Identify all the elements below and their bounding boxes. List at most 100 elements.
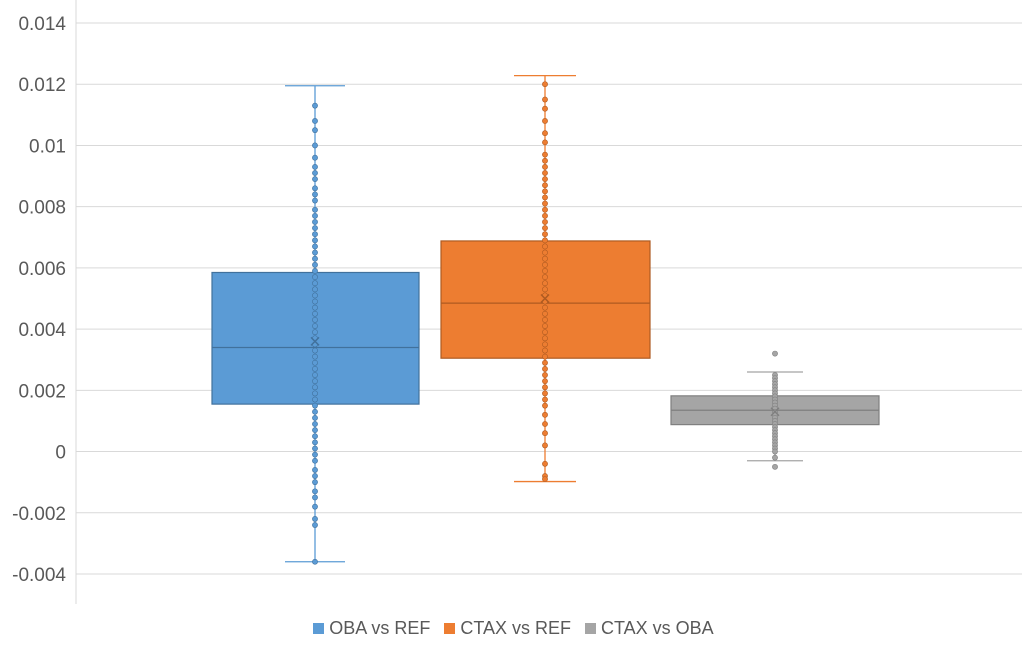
data-point [542, 194, 548, 201]
data-point [312, 261, 318, 268]
y-tick-label: 0.004 [18, 320, 66, 341]
data-point [312, 255, 318, 262]
data-point [312, 451, 318, 458]
legend-swatch-ctax-vs-ref [444, 623, 456, 634]
data-point [312, 170, 318, 176]
data-point [312, 127, 318, 134]
data-point [542, 163, 548, 170]
data-point [542, 176, 548, 183]
data-point [312, 427, 318, 434]
data-point [312, 243, 318, 250]
data-point [772, 454, 778, 461]
data-point [312, 304, 318, 311]
data-point [542, 225, 548, 231]
data-point [312, 329, 318, 336]
data-point [542, 255, 548, 262]
data-point [312, 445, 318, 452]
data-point [542, 304, 548, 311]
data-point [312, 298, 318, 305]
data-point [542, 378, 548, 385]
legend-label-oba-vs-ref: OBA vs REF [329, 618, 431, 638]
data-point [542, 430, 548, 437]
data-point [542, 81, 548, 88]
data-point [312, 522, 318, 528]
data-point [542, 421, 548, 427]
data-point [312, 185, 318, 192]
y-tick-label: 0.006 [18, 259, 66, 280]
data-point [312, 479, 318, 486]
data-point [312, 219, 318, 225]
data-point [312, 488, 318, 495]
y-tick-label: 0.002 [18, 381, 66, 402]
legend-label-ctax-vs-ref: CTAX vs REF [460, 618, 571, 638]
mean-marker [770, 407, 780, 417]
data-point [772, 463, 778, 470]
data-point [312, 473, 318, 479]
data-point [542, 212, 548, 219]
data-point [312, 378, 318, 385]
data-point [312, 212, 318, 219]
data-point [542, 130, 548, 137]
data-point [312, 142, 318, 149]
data-point [542, 366, 548, 372]
data-point [312, 396, 318, 403]
data-point [312, 467, 318, 473]
data-point [542, 402, 548, 409]
y-tick-label: 0.012 [18, 75, 66, 96]
data-point [542, 261, 548, 268]
data-point [542, 219, 548, 225]
box-series [211, 75, 880, 565]
data-point [312, 249, 318, 256]
y-tick-label: 0 [55, 443, 66, 464]
data-point [312, 317, 318, 323]
legend-label-ctax-vs-oba: CTAX vs OBA [601, 618, 714, 638]
data-point [312, 347, 318, 354]
box-ctax-vs-oba [670, 350, 880, 470]
data-point [542, 286, 548, 293]
mean-marker [540, 293, 550, 304]
data-point [312, 163, 318, 170]
data-point [312, 237, 318, 244]
data-point [312, 176, 318, 183]
data-point [312, 503, 318, 510]
data-point [312, 439, 318, 446]
data-point [312, 433, 318, 440]
data-point [542, 442, 548, 449]
data-point [542, 182, 548, 189]
data-point [542, 411, 548, 418]
data-point [542, 200, 548, 207]
data-point [542, 231, 548, 238]
data-point [542, 280, 548, 287]
data-point [542, 335, 548, 342]
data-point [542, 268, 548, 274]
data-point [542, 323, 548, 329]
legend-item-ctax-vs-oba: CTAX vs OBA [585, 618, 714, 639]
data-point [542, 372, 548, 378]
data-point [542, 353, 548, 360]
data-point [312, 280, 318, 287]
legend-swatch-oba-vs-ref [313, 623, 325, 634]
mean-marker [310, 336, 320, 346]
data-point [312, 390, 318, 397]
data-point [542, 396, 548, 403]
data-point [542, 170, 548, 176]
data-point [542, 118, 548, 124]
data-point [772, 448, 778, 455]
data-point [312, 206, 318, 213]
data-point [312, 268, 318, 274]
data-point [542, 317, 548, 323]
data-point [542, 105, 548, 112]
data-point [542, 310, 548, 317]
y-tick-label: 0.008 [18, 198, 66, 219]
data-point [542, 151, 548, 158]
y-tick-label: -0.004 [12, 565, 66, 586]
legend-item-oba-vs-ref: OBA vs REF [313, 618, 430, 639]
data-point [312, 384, 318, 391]
data-point [312, 323, 318, 329]
data-point [312, 516, 318, 522]
data-point [542, 237, 548, 244]
data-point [542, 476, 548, 483]
legend-item-ctax-vs-ref: CTAX vs REF [444, 618, 571, 639]
data-point [312, 408, 318, 415]
